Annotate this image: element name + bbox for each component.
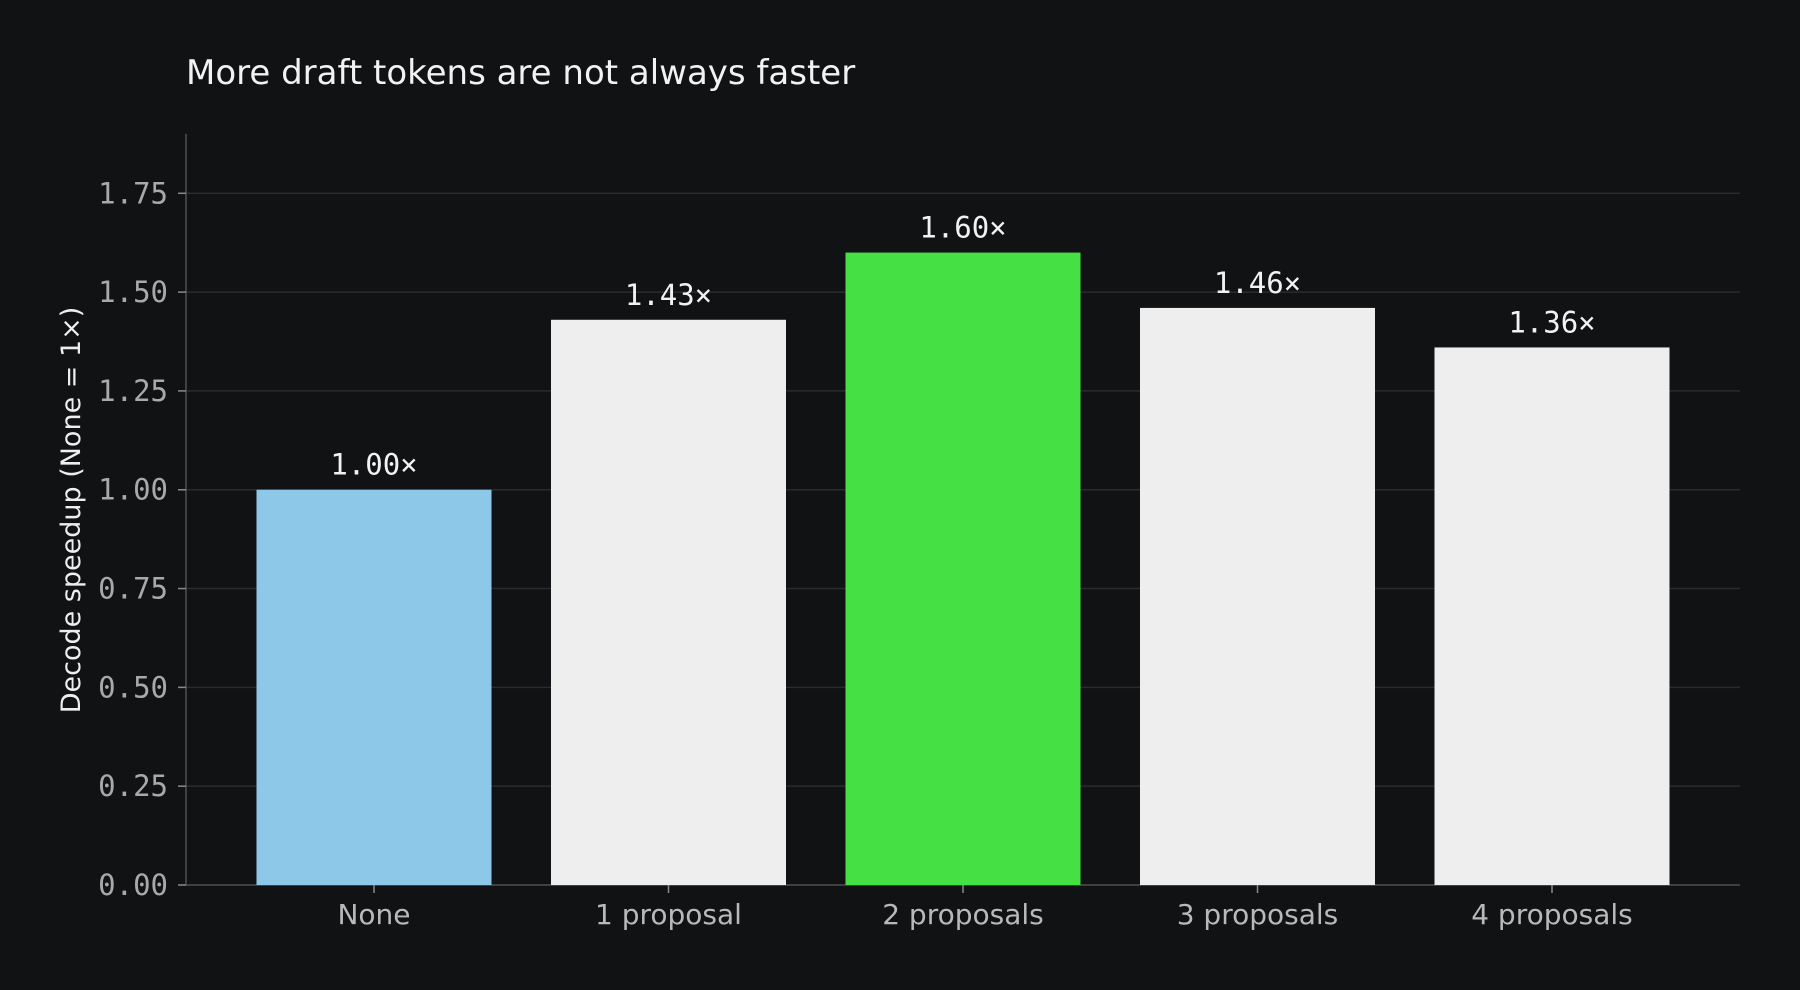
- bar-value-label: 1.46×: [1214, 266, 1301, 300]
- y-tick-label: 0.25: [98, 769, 168, 803]
- y-tick-label: 1.75: [98, 176, 168, 210]
- bar: [256, 489, 492, 885]
- x-tick-label: 1 proposal: [595, 898, 742, 931]
- x-axis-ticks: None 1 proposal 2 proposals 3 proposals 4 pr…: [337, 885, 1633, 931]
- y-tick-label: 1.50: [98, 275, 168, 309]
- chart-title: More draft tokens are not always faster: [186, 53, 855, 93]
- bar-value-label: 1.60×: [919, 211, 1006, 245]
- bars: 1.00× 1.43× 1.60× 1.46× 1.36×: [256, 211, 1670, 886]
- bar-value-label: 1.43×: [625, 278, 712, 312]
- x-tick-label: 4 proposals: [1471, 898, 1633, 931]
- y-tick-label: 0.00: [98, 868, 168, 902]
- x-tick-label: 3 proposals: [1177, 898, 1339, 931]
- bar: [1434, 347, 1670, 885]
- bar: [1140, 307, 1375, 886]
- bar: [551, 319, 786, 885]
- y-tick-label: 1.25: [98, 374, 168, 408]
- y-tick-label: 1.00: [98, 473, 168, 507]
- y-tick-label: 0.50: [98, 670, 168, 704]
- x-tick-label: None: [337, 898, 410, 931]
- bar-value-label: 1.36×: [1508, 305, 1595, 339]
- bar: [845, 252, 1081, 885]
- y-axis-ticks: 0.00 0.25 0.50 0.75 1.00 1.25 1.50 1.75: [98, 176, 186, 902]
- y-axis-label: Decode speedup (None = 1×): [56, 307, 87, 714]
- y-tick-label: 0.75: [98, 572, 168, 606]
- x-tick-label: 2 proposals: [882, 898, 1044, 931]
- bar-value-label: 1.00×: [330, 448, 417, 482]
